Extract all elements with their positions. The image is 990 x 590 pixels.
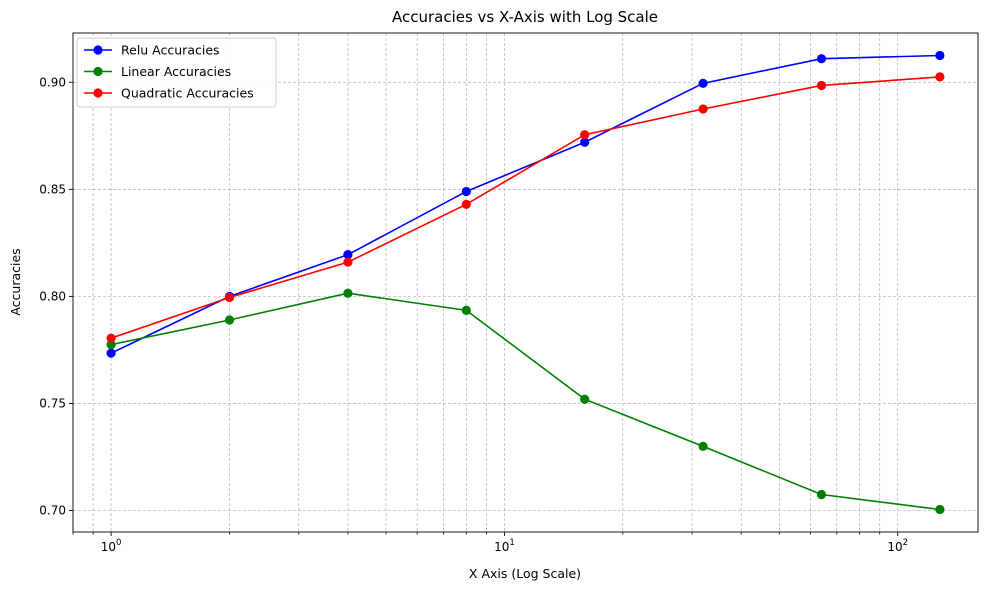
series-line-1 — [110, 292, 940, 511]
x-tick-label: 100 — [101, 538, 122, 554]
x-tick-label: 101 — [494, 538, 515, 554]
data-point — [343, 288, 353, 298]
data-point — [816, 80, 827, 91]
x-axis-label: X Axis (Log Scale) — [469, 566, 581, 581]
plot-frame — [72, 32, 979, 533]
data-point — [580, 137, 590, 147]
data-point — [461, 305, 471, 315]
data-point — [698, 78, 708, 88]
y-tick-label: 0.80 — [39, 289, 66, 303]
chart-title: Accuracies vs X-Axis with Log Scale — [392, 8, 658, 26]
data-point — [816, 54, 827, 64]
data-point — [580, 394, 590, 404]
x-axis-ticks: 100 101 102 — [72, 532, 908, 554]
series-line-0 — [110, 54, 940, 354]
data-point — [106, 348, 116, 358]
data-point — [106, 340, 116, 350]
data-point — [935, 504, 945, 515]
y-axis-label: Accuracies — [8, 248, 23, 315]
x-tick-label: 102 — [887, 538, 908, 554]
legend-marker — [93, 88, 103, 98]
legend-marker — [93, 45, 103, 55]
data-point — [935, 50, 945, 61]
data-point — [461, 199, 471, 209]
y-tick-label: 0.85 — [39, 182, 66, 196]
y-axis-ticks: 0.70 0.75 0.80 0.85 0.90 — [39, 75, 73, 518]
series-points — [106, 50, 945, 515]
legend-label: Relu Accuracies — [121, 43, 220, 58]
series-line-2 — [110, 76, 940, 339]
data-point — [935, 72, 945, 82]
data-point — [461, 186, 471, 197]
data-point — [343, 250, 353, 260]
data-point — [698, 441, 708, 451]
data-point — [816, 489, 827, 500]
legend-marker — [93, 66, 103, 77]
y-tick-label: 0.90 — [39, 75, 66, 89]
y-tick-label: 0.70 — [39, 504, 66, 518]
grid-lines — [72, 33, 978, 532]
data-point — [224, 292, 235, 303]
series-lines — [110, 54, 940, 511]
legend-label: Linear Accuracies — [121, 64, 231, 79]
legend-box — [76, 37, 277, 108]
data-point — [106, 333, 116, 343]
data-point — [580, 130, 590, 140]
data-point — [698, 104, 708, 114]
data-point — [343, 257, 353, 267]
y-tick-label: 0.75 — [39, 397, 66, 411]
legend: Relu Accuracies Linear Accuracies Quadrati… — [76, 37, 277, 108]
legend-label: Quadratic Accuracies — [121, 86, 254, 101]
data-point — [224, 315, 235, 325]
